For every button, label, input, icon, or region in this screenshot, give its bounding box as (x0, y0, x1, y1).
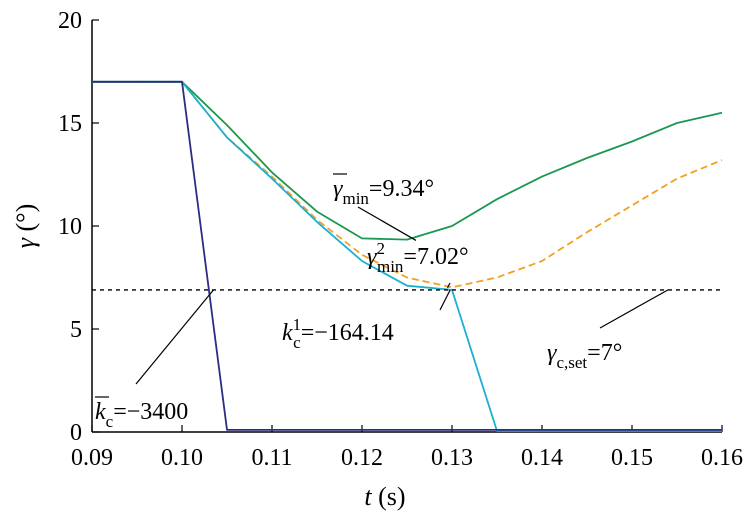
annotation-label: γmin=9.34° (333, 176, 434, 208)
annotation-subscript: c (106, 412, 114, 431)
y-tick-label: 10 (58, 214, 82, 240)
y-tick-label: 20 (58, 8, 82, 34)
annotation-value: =−3400 (113, 399, 188, 425)
annotation-symbol: k (95, 399, 106, 425)
annotation-label: kc=−3400 (95, 399, 188, 431)
annotation-subscript: c,set (556, 353, 587, 372)
x-tick-label: 0.13 (431, 445, 473, 471)
annotation-value: =7° (587, 340, 622, 366)
series-line-3 (92, 80, 722, 432)
annotation-symbol: γ (547, 340, 557, 366)
x-tick-label: 0.14 (521, 445, 563, 471)
annotation-label: γc,set=7° (547, 340, 622, 372)
x-tick-label: 0.11 (251, 445, 292, 471)
series-line-4 (92, 80, 722, 431)
annotation-leader-line (357, 206, 417, 241)
annotation-value: =7.02° (403, 244, 468, 270)
axes (91, 20, 722, 433)
annotation-leaders (135, 206, 669, 385)
series-line-1 (92, 80, 723, 241)
ticks: 0.09 0.10 0.11 0.12 0.13 0.14 0.15 0.16 0 5 10 15 20 (58, 8, 743, 471)
annotation-leader-line (446, 282, 451, 289)
x-tick-label: 0.10 (161, 445, 203, 471)
annotation-symbol: k (282, 320, 293, 346)
x-tick-label: 0.15 (611, 445, 653, 471)
annotation-label: γ2 min=7.02° (367, 239, 469, 276)
annotation-symbol: γ (367, 244, 377, 270)
annotation-superscript: 2 (376, 239, 385, 258)
annotation-subscript: min (377, 257, 404, 276)
x-axis-label: t (s) (364, 482, 405, 511)
x-tick-label: 0.12 (341, 445, 383, 471)
annotation-label: k1 c=−164.14 (282, 315, 394, 352)
y-tick-label: 5 (70, 317, 82, 343)
annotation-leader-line (135, 289, 214, 385)
annotation-leader-line (599, 289, 669, 329)
annotation-value: =−164.14 (301, 320, 394, 346)
annotation-value: =9.34° (369, 176, 434, 202)
annotation-subscript: min (342, 189, 369, 208)
x-tick-label: 0.16 (701, 445, 743, 471)
series-group (92, 80, 723, 432)
annotation-subscript: c (293, 333, 301, 352)
annotation-symbol: γ (333, 176, 343, 202)
y-axis-label: γ (°) (11, 204, 40, 248)
annotations: γmin=9.34°γ2 min=7.02°k1 c=−164.14γc,set=7… (95, 173, 622, 431)
y-tick-label: 15 (58, 111, 82, 137)
y-tick-label: 0 (70, 420, 82, 446)
annotation-superscript: 1 (293, 315, 302, 334)
x-tick-label: 0.09 (71, 445, 113, 471)
annotation-leader-line (439, 289, 451, 311)
